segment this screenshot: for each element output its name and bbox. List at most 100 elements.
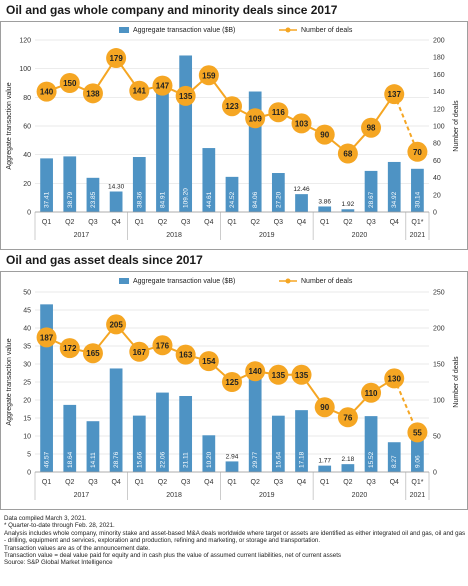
deals-marker	[175, 85, 196, 106]
bar-value-label: 22.06	[159, 451, 166, 468]
deals-value-label: 159	[202, 71, 216, 80]
deals-marker	[36, 81, 57, 102]
note-analysis: Analysis includes whole company, minorit…	[4, 529, 466, 545]
y-tick-label-right: 160	[433, 72, 445, 79]
bar	[132, 415, 146, 472]
y-tick-label-left: 25	[23, 380, 31, 387]
y-tick-label-left: 0	[27, 470, 31, 477]
deals-marker	[82, 83, 103, 104]
x-tick-label: Q3	[274, 219, 283, 226]
bar	[387, 161, 401, 212]
bar-value-label: 84.06	[252, 191, 259, 208]
deals-value-label: 140	[40, 88, 54, 97]
bar	[248, 364, 262, 472]
x-tick-label: Q1*	[411, 479, 423, 486]
y-axis-title-left: Aggregate transaction value	[6, 82, 13, 169]
y-tick-label-left: 30	[23, 362, 31, 369]
deals-value-label: 70	[413, 148, 422, 157]
deals-value-label: 116	[272, 108, 285, 117]
x-year-label: 2018	[166, 232, 182, 239]
y-axis-title-left: Aggregate transaction value	[6, 338, 13, 425]
deals-marker	[361, 117, 382, 138]
legend-marker-deals	[285, 278, 291, 284]
bar-value-label: 14.30	[108, 184, 125, 191]
deals-marker	[222, 96, 242, 117]
deals-value-label: 165	[86, 349, 100, 358]
bar-value-label: 21.11	[183, 452, 190, 468]
y-axis-title-right: Number of deals	[453, 100, 460, 152]
bar	[295, 410, 308, 472]
deals-marker	[106, 48, 127, 69]
x-tick-label: Q2	[251, 479, 260, 486]
x-tick-label: Q1	[320, 219, 329, 226]
bar	[271, 173, 285, 212]
deals-marker	[106, 314, 127, 335]
bar	[225, 461, 239, 472]
deals-marker	[198, 65, 219, 86]
deals-line-dashed	[393, 93, 419, 153]
x-tick-label: Q3	[88, 479, 97, 486]
x-year-label: 2018	[166, 492, 182, 499]
y-tick-label-left: 40	[23, 326, 31, 333]
deals-value-label: 109	[248, 114, 262, 123]
deals-marker	[268, 102, 289, 123]
x-year-label: 2021	[410, 232, 426, 239]
bar-value-label: 15.52	[368, 451, 375, 468]
bar	[202, 148, 216, 212]
deals-marker	[268, 364, 289, 385]
bar-value-label: 8.27	[391, 455, 398, 468]
y-tick-label-right: 140	[433, 89, 445, 96]
deals-value-label: 103	[295, 119, 309, 128]
x-tick-label: Q2	[251, 219, 260, 226]
bar-value-label: 2.94	[226, 453, 239, 460]
deals-line	[46, 322, 395, 419]
note-transaction-definition: Transaction value = deal value paid for …	[4, 552, 342, 560]
x-tick-label: Q4	[390, 219, 399, 226]
deals-marker	[245, 361, 266, 382]
bar-value-label: 1.77	[318, 458, 331, 465]
legend-label-deals: Number of deals	[301, 278, 353, 285]
bar	[271, 415, 285, 472]
y-tick-label-right: 180	[433, 55, 445, 62]
x-tick-label: Q3	[88, 219, 97, 226]
bar-value-label: 17.18	[299, 451, 306, 468]
bar	[40, 158, 53, 212]
chart-frame: Aggregate transaction value ($B) Number o…	[0, 271, 468, 510]
y-tick-label-left: 50	[23, 290, 31, 297]
legend-swatch-bar	[119, 278, 129, 284]
deals-marker	[198, 351, 219, 372]
chart-panel-whole-company: Oil and gas whole company and minority d…	[0, 0, 468, 288]
x-year-label: 2017	[74, 492, 90, 499]
deals-marker	[175, 344, 196, 365]
y-tick-label-right: 150	[433, 362, 445, 369]
bar	[318, 465, 332, 472]
bar	[132, 157, 146, 212]
bar-value-label: 46.57	[44, 451, 51, 468]
chart-notes: Data compiled March 3, 2021. * Quarter-t…	[4, 515, 466, 567]
deals-value-label: 76	[343, 413, 352, 422]
y-tick-label-left: 20	[23, 398, 31, 405]
x-tick-label: Q1	[227, 219, 236, 226]
deals-marker	[337, 143, 358, 164]
bar-value-label: 23.85	[90, 191, 97, 208]
y-tick-label-right: 80	[433, 141, 441, 148]
x-tick-label: Q4	[390, 479, 399, 486]
y-tick-label-left: 45	[23, 308, 31, 315]
bar	[411, 439, 424, 472]
deals-line	[46, 56, 396, 155]
bar-value-label: 15.64	[275, 451, 282, 468]
x-tick-label: Q3	[181, 219, 190, 226]
deals-value-label: 55	[413, 428, 422, 437]
chart-svg: Aggregate transaction value ($B) Number o…	[6, 278, 460, 500]
x-tick-label: Q4	[204, 479, 213, 486]
legend-swatch-bar	[119, 27, 129, 33]
x-year-label: 2017	[74, 232, 90, 239]
bar-value-label: 1.92	[342, 201, 355, 208]
y-tick-label-right: 0	[433, 470, 437, 477]
y-tick-label-left: 60	[23, 124, 31, 131]
bar-value-label: 34.92	[391, 191, 398, 208]
bar-value-label: 44.61	[206, 191, 213, 208]
bar	[295, 194, 308, 212]
deals-value-label: 123	[225, 102, 239, 111]
deals-value-label: 205	[109, 320, 123, 329]
